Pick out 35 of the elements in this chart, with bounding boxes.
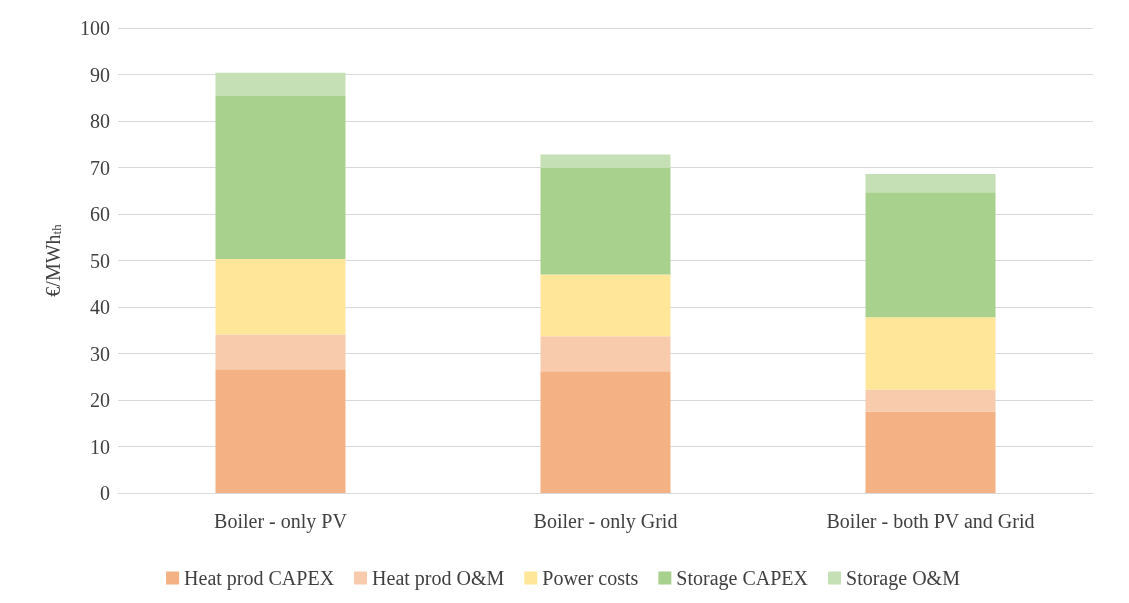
legend-label: Storage O&M [846,567,961,590]
legend-label: Heat prod O&M [372,567,505,590]
x-tick-label: Boiler - only Grid [533,510,678,533]
bar [540,154,671,168]
legend-label: Power costs [542,567,639,589]
y-tick-label: 80 [90,110,110,132]
y-tick-label: 50 [90,249,110,272]
x-tick-label: Boiler - only PV [214,510,348,533]
legend-label: Heat prod CAPEX [184,567,335,590]
x-tick-label: Boiler - both PV and Grid [826,510,1035,532]
y-tick-label: 40 [90,296,110,318]
bar [215,259,346,335]
y-tick-label: 70 [90,156,110,179]
y-tick-label: 20 [90,389,110,411]
y-tick-label: 100 [80,17,110,39]
bar [215,95,346,260]
bar [540,274,671,337]
bar [540,371,671,493]
bar [215,369,346,493]
y-tick-label: 60 [90,203,110,225]
bar [865,317,996,390]
y-axis-title: €/MWhth [41,223,64,297]
bar [865,389,996,412]
bar [215,72,346,96]
y-tick-label: 30 [90,342,110,365]
y-tick-label: 0 [100,482,110,504]
y-tick-label: 90 [90,63,110,86]
y-tick-label: 10 [90,435,110,458]
bar [540,167,671,275]
bar [540,336,671,372]
bar [865,174,996,193]
bar [865,192,996,318]
bar [215,334,346,370]
legend-label: Storage CAPEX [676,567,809,590]
bar [865,411,996,493]
